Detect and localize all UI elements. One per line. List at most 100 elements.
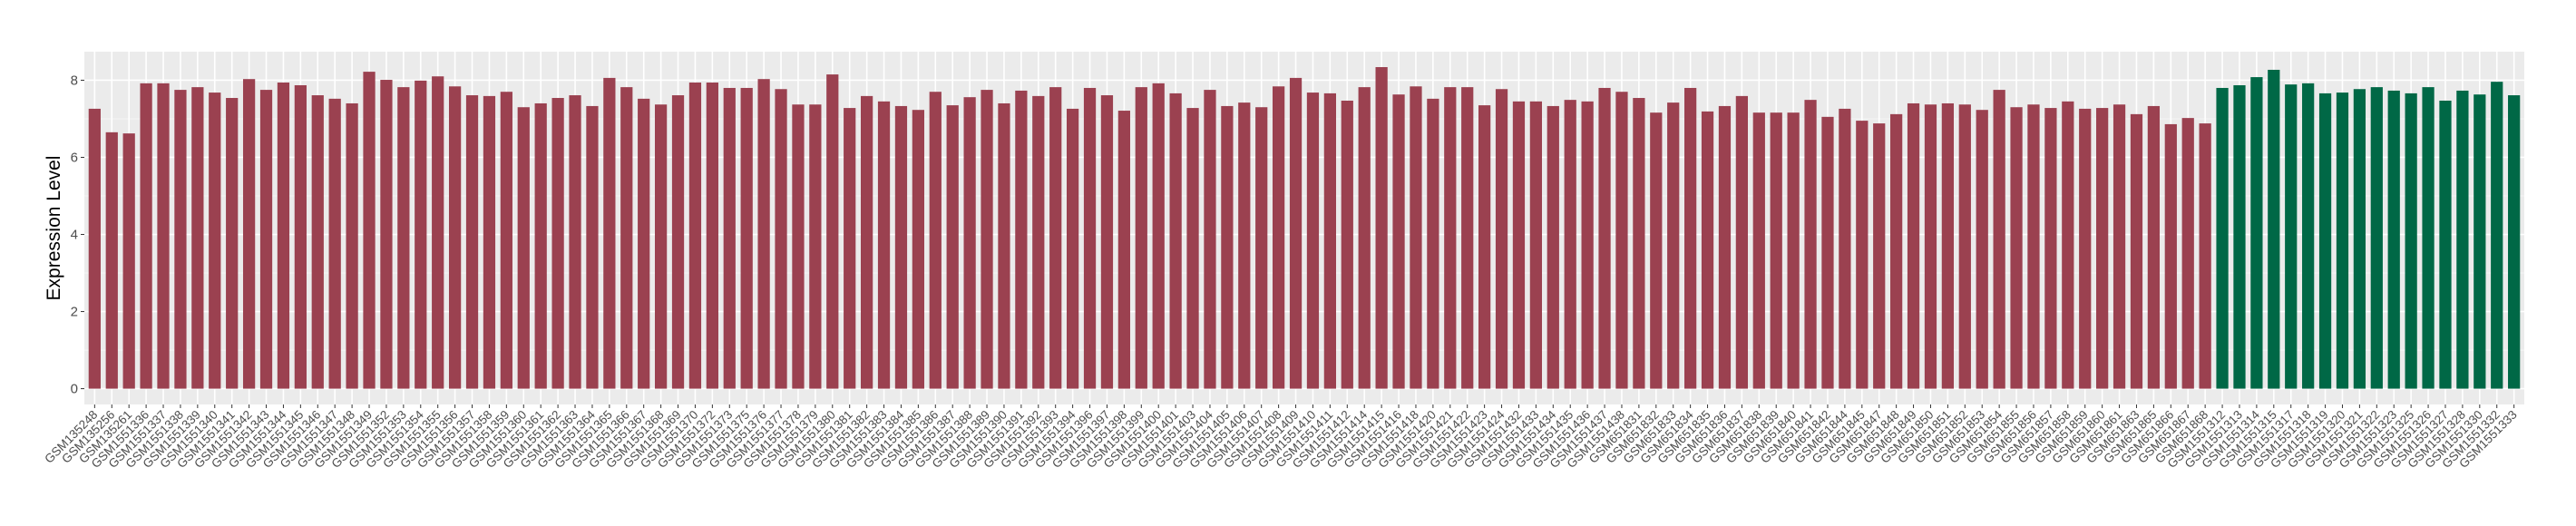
bar-GSM1551418 xyxy=(1410,86,1422,389)
bar-GSM1551333 xyxy=(2508,95,2521,389)
bar-GSM1551386 xyxy=(929,92,942,389)
bar-GSM1551345 xyxy=(294,84,307,389)
bar-GSM651850 xyxy=(1924,104,1937,389)
bar-GSM1551370 xyxy=(688,83,702,389)
bar-GSM1551356 xyxy=(448,86,462,389)
bar-GSM1551323 xyxy=(2387,90,2400,389)
bar-GSM651854 xyxy=(1993,90,2005,389)
bar-GSM651860 xyxy=(2096,108,2109,389)
bar-GSM1551360 xyxy=(517,107,530,389)
bar-GSM1551409 xyxy=(1289,77,1303,389)
bar-GSM1551378 xyxy=(792,104,805,389)
bar-GSM651842 xyxy=(1821,116,1834,389)
bar-GSM135261 xyxy=(122,133,135,389)
bar-GSM1551390 xyxy=(998,102,1010,389)
bar-GSM1551369 xyxy=(671,95,685,389)
y-tick-label: 6 xyxy=(71,150,78,165)
bar-GSM1551332 xyxy=(2491,82,2503,389)
bar-GSM1551318 xyxy=(2302,83,2315,389)
bar-GSM1551313 xyxy=(2233,84,2246,389)
bar-GSM1551354 xyxy=(415,80,427,389)
bar-GSM651859 xyxy=(2079,108,2092,389)
bar-GSM1551348 xyxy=(346,102,358,389)
bar-GSM651853 xyxy=(1976,110,1988,389)
y-tick-label: 2 xyxy=(71,305,78,320)
bar-GSM651849 xyxy=(1907,102,1920,389)
bar-GSM651834 xyxy=(1684,87,1697,389)
bar-GSM1551361 xyxy=(534,102,547,389)
bar-GSM1551344 xyxy=(277,83,290,389)
bar-GSM1551410 xyxy=(1306,93,1320,389)
bar-GSM1551330 xyxy=(2474,94,2486,389)
bar-GSM651835 xyxy=(1701,111,1714,389)
bar-GSM1551365 xyxy=(603,77,616,389)
bar-GSM1551337 xyxy=(157,83,170,389)
bar-GSM1551376 xyxy=(757,79,770,389)
bar-GSM135256 xyxy=(105,132,118,389)
bar-GSM651857 xyxy=(2044,108,2057,389)
bar-GSM1551312 xyxy=(2216,87,2229,389)
bar-GSM1551364 xyxy=(586,105,599,389)
bar-GSM651863 xyxy=(2130,113,2143,389)
bar-GSM651839 xyxy=(1770,112,1782,389)
y-axis-title: Expression Level xyxy=(44,156,64,301)
bar-GSM651837 xyxy=(1735,95,1749,389)
bar-GSM1551368 xyxy=(654,104,668,389)
bar-GSM1551423 xyxy=(1478,105,1491,389)
bar-GSM1551341 xyxy=(226,98,239,389)
bar-GSM651865 xyxy=(2147,105,2161,389)
bar-GSM1551342 xyxy=(242,79,256,389)
bar-GSM1551375 xyxy=(740,87,753,389)
bar-GSM1551432 xyxy=(1512,101,1526,389)
bar-GSM651868 xyxy=(2199,123,2211,389)
bar-GSM651836 xyxy=(1718,105,1732,389)
bar-GSM1551414 xyxy=(1358,87,1371,389)
bar-GSM1551404 xyxy=(1204,90,1216,389)
bar-GSM651866 xyxy=(2164,123,2177,389)
bar-GSM651833 xyxy=(1667,102,1680,389)
bar-GSM1551382 xyxy=(860,95,873,389)
bar-GSM1551397 xyxy=(1100,95,1114,389)
bar-GSM651838 xyxy=(1752,112,1765,389)
bar-GSM651855 xyxy=(2010,107,2023,389)
bar-GSM1551416 xyxy=(1392,94,1405,389)
bar-GSM1551353 xyxy=(397,87,410,389)
bar-GSM651840 xyxy=(1787,112,1800,389)
bar-GSM1551394 xyxy=(1066,108,1079,389)
bar-GSM1551349 xyxy=(363,72,376,389)
bar-GSM1551317 xyxy=(2285,84,2298,389)
bar-GSM1551387 xyxy=(946,105,959,389)
bar-GSM1551381 xyxy=(844,108,856,389)
bar-GSM651867 xyxy=(2181,118,2194,389)
bar-GSM1551436 xyxy=(1581,101,1594,389)
bar-GSM651841 xyxy=(1804,100,1817,389)
bar-GSM1551325 xyxy=(2405,93,2417,389)
bar-GSM1551433 xyxy=(1529,101,1543,389)
bar-GSM1551405 xyxy=(1221,105,1234,389)
bar-GSM1551322 xyxy=(2370,87,2383,389)
bar-GSM1551435 xyxy=(1564,100,1576,389)
bar-GSM651832 xyxy=(1650,112,1663,389)
bar-GSM1551372 xyxy=(706,83,718,389)
bar-GSM1551383 xyxy=(877,101,891,389)
bar-GSM1551362 xyxy=(551,98,564,389)
bar-GSM1551399 xyxy=(1135,87,1147,389)
bar-GSM1551363 xyxy=(569,95,581,389)
bar-GSM651831 xyxy=(1633,98,1645,389)
bar-GSM1551408 xyxy=(1273,86,1285,389)
bar-GSM1551359 xyxy=(500,92,512,389)
bar-GSM1551434 xyxy=(1547,105,1559,389)
bar-GSM1551355 xyxy=(432,76,444,389)
bar-GSM1551377 xyxy=(775,89,787,389)
bar-GSM1551352 xyxy=(380,80,393,389)
y-axis: 0 2 4 6 8 xyxy=(71,73,84,397)
bar-GSM1551392 xyxy=(1032,95,1045,389)
bar-GSM1551411 xyxy=(1323,93,1336,389)
bar-GSM1551389 xyxy=(981,90,993,389)
bar-GSM1551391 xyxy=(1015,90,1028,389)
y-tick-label: 0 xyxy=(71,382,78,397)
bar-GSM651851 xyxy=(1941,102,1955,389)
bar-GSM1551340 xyxy=(209,93,221,389)
bar-GSM1551407 xyxy=(1255,107,1268,389)
bars xyxy=(88,67,2521,389)
